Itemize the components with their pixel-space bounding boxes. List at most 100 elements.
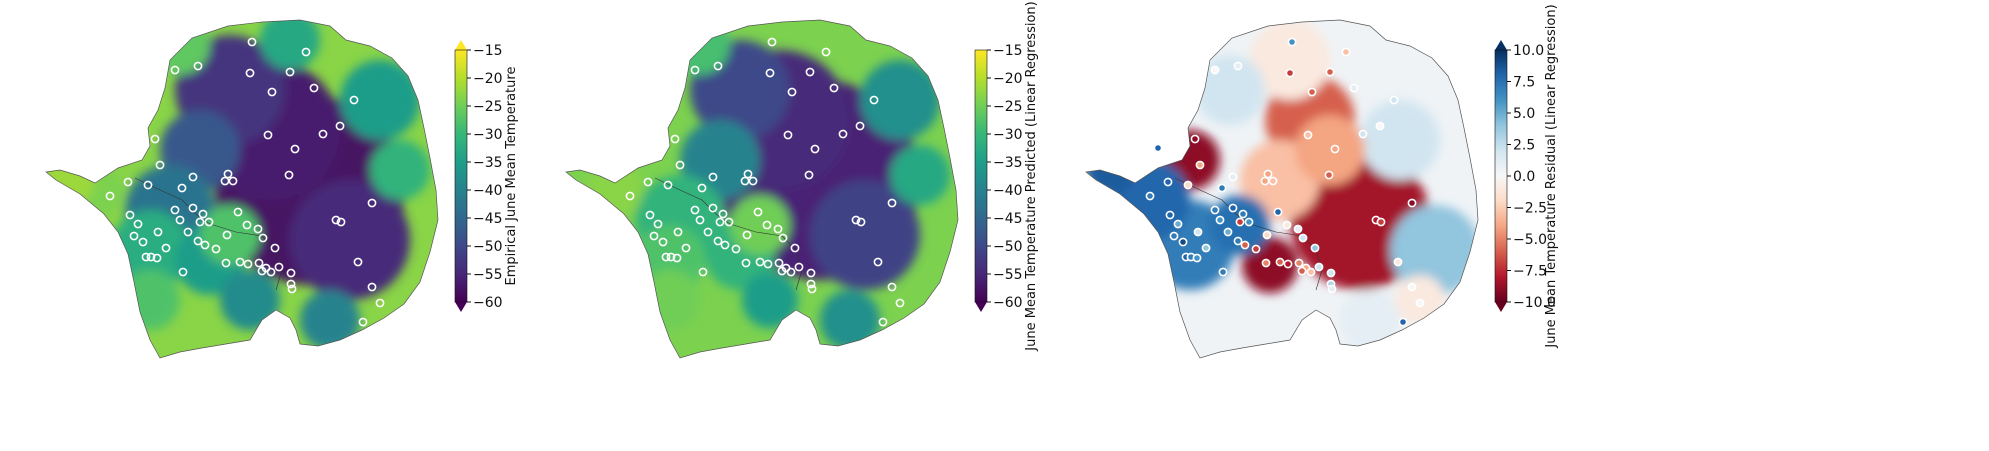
station-marker <box>1389 95 1399 105</box>
field-patch <box>1250 20 1330 100</box>
station-marker <box>267 87 277 97</box>
station-marker <box>1235 217 1245 227</box>
colorbar-label: June Mean Temperature Residual (Linear R… <box>1544 4 1559 348</box>
station-marker <box>777 266 787 276</box>
colorbar-tick-label: −60 <box>993 295 1023 311</box>
map-panel-residual <box>1085 19 1479 359</box>
station-marker <box>653 219 663 229</box>
field-patch <box>890 145 950 205</box>
field-patch <box>640 270 700 330</box>
colorbar-label: Empirical June Mean Temperature <box>504 67 519 286</box>
station-markers <box>1145 37 1425 327</box>
colorbar-tick-label: −30 <box>473 127 503 143</box>
station-marker <box>133 219 143 229</box>
station-marker <box>1251 244 1261 254</box>
colorbar-extend-top <box>1495 40 1507 50</box>
station-marker <box>1165 210 1175 220</box>
station-marker <box>367 198 377 208</box>
station-marker <box>675 160 685 170</box>
residual-field <box>1086 20 1478 358</box>
field-patch <box>300 290 360 350</box>
field-patch <box>220 270 280 330</box>
station-marker <box>1376 217 1386 227</box>
station-marker <box>155 160 165 170</box>
colorbar-tick-label: −45 <box>473 211 503 227</box>
field-patch <box>810 180 920 290</box>
colorbar-extend-bottom <box>455 302 467 312</box>
station-marker <box>1183 180 1193 190</box>
station-marker <box>765 68 775 78</box>
station-marker <box>375 298 385 308</box>
field-patch <box>340 60 420 140</box>
station-marker <box>649 231 659 241</box>
station-marker <box>753 207 763 217</box>
station-marker <box>233 207 243 217</box>
colorbar-tick-label: 0.0 <box>1513 169 1535 185</box>
station-marker <box>270 243 280 253</box>
colorbar-residual: 10.0 7.5 5.0 2.5 0.0 −2.5 −5.0 −7.5 −10.0 June M… <box>1494 4 1559 349</box>
station-marker <box>778 233 788 243</box>
field-patch <box>290 180 410 300</box>
station-marker <box>806 279 816 289</box>
station-marker <box>762 220 772 230</box>
station-marker <box>1215 215 1225 225</box>
station-marker <box>358 317 368 327</box>
station-marker <box>1314 262 1324 272</box>
station-marker <box>1223 227 1233 237</box>
station-marker <box>150 134 160 144</box>
station-marker <box>258 233 268 243</box>
station-marker <box>1238 209 1248 219</box>
station-marker <box>243 259 253 269</box>
station-marker <box>856 217 866 227</box>
station-marker <box>1201 243 1211 253</box>
colorbar-tick-label: −40 <box>473 183 503 199</box>
colorbar-tick-label: −30 <box>993 127 1023 143</box>
station-marker <box>1178 237 1188 247</box>
colorbar-extend-top <box>455 40 467 50</box>
colorbar-tick-label: −60 <box>473 295 503 311</box>
station-marker <box>645 210 655 220</box>
station-marker <box>895 298 905 308</box>
station-marker <box>805 67 815 77</box>
station-marker <box>755 257 765 267</box>
station-marker <box>1349 83 1359 93</box>
colorbar-tick-label: −25 <box>473 99 503 115</box>
colorbar-label: June Mean Temperature Predicted (Linear … <box>1024 1 1039 351</box>
colorbar-tick-label: −15 <box>473 43 503 59</box>
station-marker <box>1358 129 1368 139</box>
station-marker <box>175 215 185 225</box>
colorbar-tick-label: −55 <box>473 267 503 283</box>
station-marker <box>887 198 897 208</box>
station-marker <box>335 121 345 131</box>
station-marker <box>1260 176 1270 186</box>
ice-shelf-outline <box>134 177 283 291</box>
station-marker <box>851 215 861 225</box>
station-marker <box>183 227 193 237</box>
station-marker <box>887 282 897 292</box>
station-marker <box>188 172 198 182</box>
station-marker <box>742 230 752 240</box>
station-marker <box>720 240 730 250</box>
station-marker <box>195 217 205 227</box>
station-marker <box>266 267 276 277</box>
station-marker <box>1407 198 1417 208</box>
colorbar-extend-bottom <box>975 302 987 312</box>
station-marker <box>724 217 734 227</box>
station-marker <box>672 253 682 263</box>
station-marker <box>1261 258 1271 268</box>
station-marker <box>1273 207 1283 217</box>
colorbar-tick-label: −45 <box>993 211 1023 227</box>
station-markers <box>105 37 385 327</box>
station-marker <box>673 227 683 237</box>
station-marker <box>1195 160 1205 170</box>
station-marker <box>794 262 804 272</box>
colorbar-gradient <box>454 49 468 303</box>
field-patch <box>742 272 798 328</box>
station-marker <box>878 317 888 327</box>
station-marker <box>869 95 879 105</box>
station-marker <box>625 191 635 201</box>
station-marker <box>670 134 680 144</box>
station-marker <box>188 203 198 213</box>
station-marker <box>715 217 725 227</box>
